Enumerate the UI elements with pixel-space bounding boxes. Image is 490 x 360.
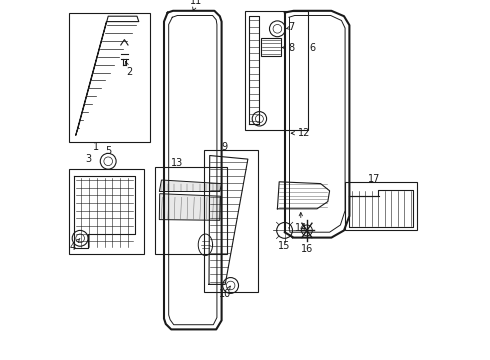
Text: 15: 15	[278, 241, 291, 251]
Text: 6: 6	[310, 42, 316, 53]
Text: 7: 7	[286, 22, 295, 32]
Text: 17: 17	[368, 174, 381, 184]
Bar	[245, 11, 308, 130]
Text: 13: 13	[171, 158, 183, 168]
Bar	[155, 167, 227, 254]
Text: 3: 3	[85, 154, 92, 164]
Bar	[69, 169, 144, 254]
Text: 10: 10	[219, 286, 231, 299]
Text: 14: 14	[294, 212, 307, 233]
Bar	[204, 150, 258, 292]
Text: 4: 4	[69, 238, 80, 252]
Bar	[261, 38, 281, 56]
Text: 1: 1	[93, 142, 98, 152]
Text: 11: 11	[190, 0, 202, 11]
Bar	[69, 13, 149, 142]
Text: 12: 12	[291, 128, 311, 138]
Text: 8: 8	[282, 42, 295, 53]
Bar	[345, 182, 417, 230]
Text: 5: 5	[105, 146, 111, 156]
Text: 2: 2	[125, 62, 132, 77]
Polygon shape	[159, 194, 220, 220]
Polygon shape	[159, 180, 221, 192]
Text: 9: 9	[221, 142, 227, 152]
Text: 16: 16	[301, 244, 313, 254]
